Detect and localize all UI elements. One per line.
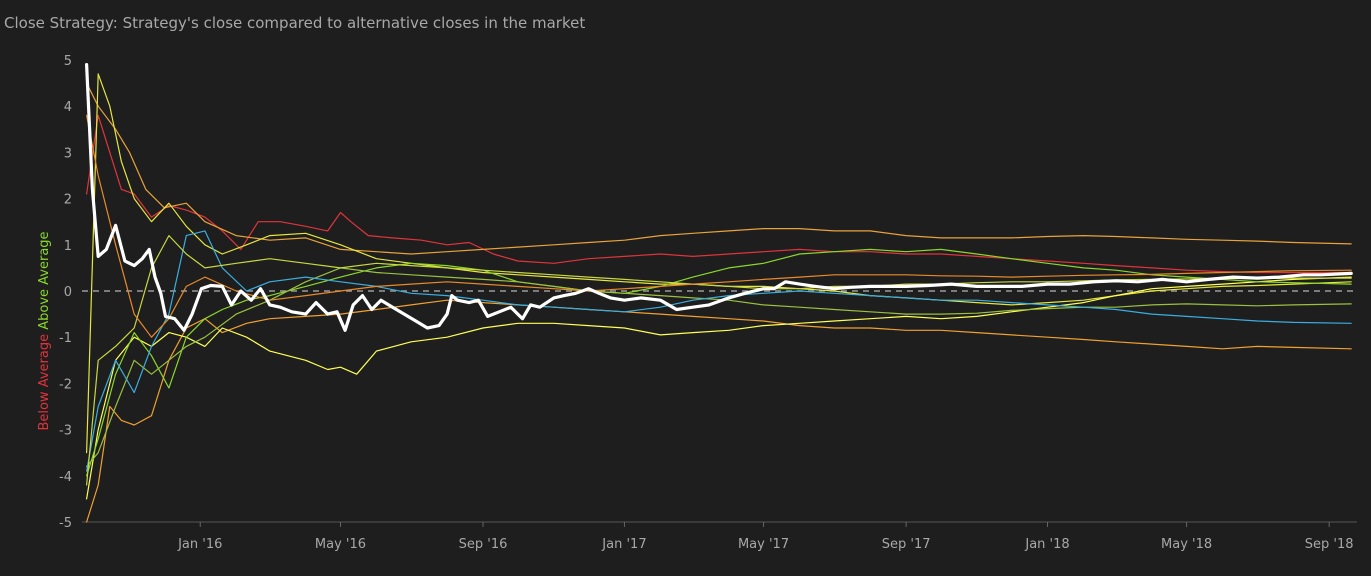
- alternative-close-line: [86, 276, 1352, 500]
- x-tick-label: May '16: [315, 537, 366, 552]
- x-tick-label: Jan '17: [601, 537, 646, 552]
- alternative-close-line: [86, 235, 1352, 486]
- y-label-part: Above Average: [37, 231, 52, 329]
- alternative-close-line: [86, 267, 1352, 468]
- y-tick-label: 2: [64, 193, 72, 208]
- y-tick-label: -5: [59, 516, 72, 531]
- x-tick-label: Sep '18: [1305, 537, 1354, 552]
- alternative-close-line: [86, 114, 1352, 338]
- y-tick-label: 4: [64, 100, 72, 115]
- strategy-close-line: [85, 62, 1353, 332]
- y-tick-label: -4: [59, 470, 72, 485]
- y-label-part: Below Average: [37, 334, 52, 431]
- x-tick-label: Jan '18: [1024, 537, 1069, 552]
- alternative-close-line: [86, 299, 1352, 523]
- x-axis: Jan '16 May '16 Sep '16 Jan '17 May '17 Sep '…: [82, 521, 1357, 552]
- y-tick-label: -2: [59, 377, 72, 392]
- alternative-close-line: [86, 230, 1352, 472]
- alternative-close-line: [86, 73, 1352, 454]
- alternative-close-line: [86, 82, 1352, 255]
- x-tick-label: Sep '17: [882, 537, 931, 552]
- chart-title: Close Strategy: Strategy's close compare…: [4, 14, 586, 32]
- alternative-close-line: [86, 248, 1352, 477]
- x-tick-label: Sep '16: [459, 537, 508, 552]
- y-tick-label: 0: [64, 285, 72, 300]
- alternative-close-line: [86, 114, 1352, 274]
- series-layer: [85, 62, 1353, 523]
- y-tick-label: -1: [59, 331, 72, 346]
- y-axis: -5 -4 -3 -2 -1 0 1 2 3 4 5: [59, 54, 72, 531]
- y-tick-label: -3: [59, 424, 72, 439]
- x-tick-label: May '17: [738, 537, 789, 552]
- y-tick-label: 5: [64, 54, 72, 69]
- y-tick-label: 3: [64, 146, 72, 161]
- y-axis-label: Below Average Above Average: [37, 231, 52, 430]
- x-tick-label: May '18: [1161, 537, 1212, 552]
- x-tick-label: Jan '16: [177, 537, 222, 552]
- y-tick-label: 1: [64, 239, 72, 254]
